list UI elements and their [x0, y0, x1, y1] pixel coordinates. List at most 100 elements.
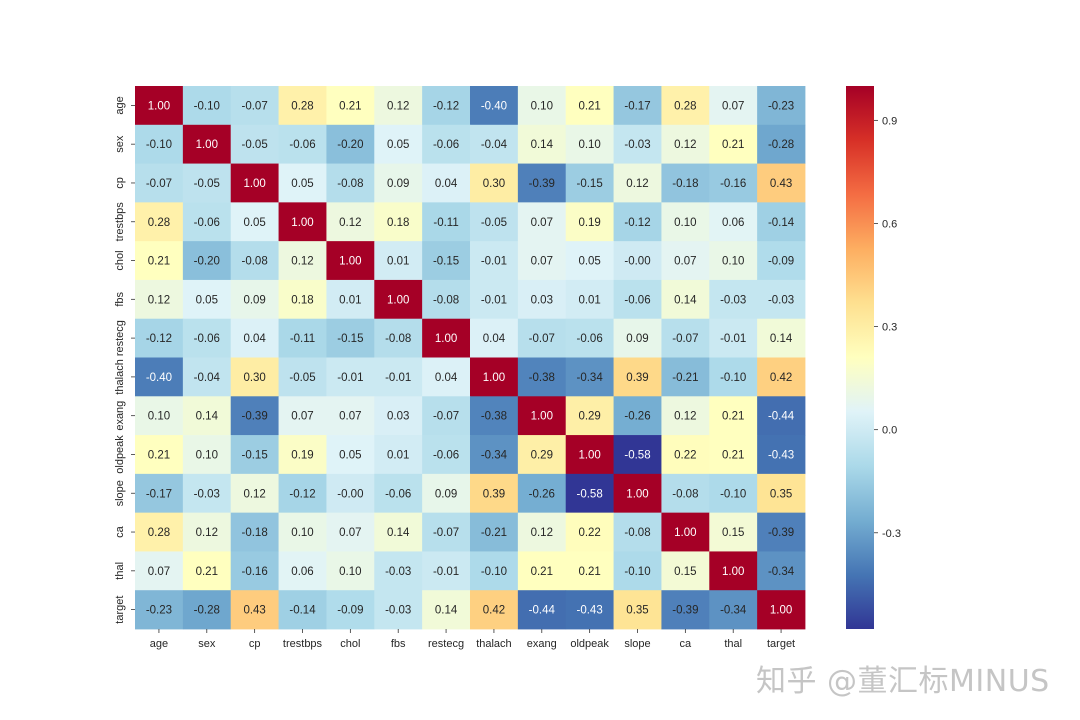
heatmap-cell	[565, 124, 614, 164]
heatmap-cell	[517, 435, 567, 475]
heatmap-cell	[374, 318, 423, 358]
heatmap-cell-label: -0.39	[672, 605, 698, 617]
heatmap-cell-label: 0.04	[483, 333, 506, 345]
heatmap-cell	[470, 512, 519, 552]
heatmap-cell-label: 1.00	[291, 217, 313, 229]
heatmap-cell	[422, 590, 471, 630]
heatmap-cell	[182, 435, 232, 475]
heatmap-cell-label: 1.00	[339, 256, 361, 268]
heatmap-cell	[135, 86, 184, 126]
heatmap-cell	[613, 86, 662, 126]
heatmap-cell-label: 0.05	[196, 294, 218, 306]
heatmap-cell-label: -0.44	[529, 605, 556, 617]
x-tick-label: trestbps	[283, 638, 323, 650]
heatmap-cells	[135, 86, 806, 630]
heatmap-cell-label: 1.00	[770, 605, 792, 617]
heatmap-cell	[182, 86, 232, 126]
heatmap-cell	[661, 202, 710, 242]
heatmap-cell-label: 0.21	[722, 139, 744, 151]
heatmap-cell-label: -0.38	[529, 372, 555, 384]
x-tick-label: thalach	[476, 638, 511, 650]
heatmap-cell-label: 0.39	[626, 372, 648, 384]
heatmap-cell	[517, 163, 567, 203]
heatmap-cell	[326, 241, 375, 281]
heatmap-cell	[470, 163, 519, 203]
heatmap-cell-label: 0.14	[770, 333, 793, 345]
heatmap-cell	[135, 124, 184, 164]
heatmap-cell-label: 0.01	[387, 256, 409, 268]
heatmap-cell-label: -0.16	[720, 178, 746, 190]
heatmap-cell	[565, 473, 614, 514]
heatmap-cell	[709, 551, 758, 591]
x-tick-label: sex	[198, 638, 216, 650]
heatmap-cell-label: 0.12	[674, 411, 696, 423]
heatmap-cell	[278, 473, 327, 514]
heatmap-cell	[757, 396, 806, 436]
heatmap-cell	[565, 357, 614, 397]
heatmap-cell-label: -0.23	[146, 605, 172, 617]
heatmap-cell-label: 0.14	[435, 605, 458, 617]
heatmap-cell	[135, 473, 184, 514]
heatmap-cell	[661, 435, 710, 475]
heatmap-cell	[757, 318, 806, 358]
heatmap-cell	[135, 241, 184, 281]
y-tick-label: chol	[114, 250, 126, 270]
heatmap-cell	[613, 318, 662, 358]
heatmap-cell-label: -0.14	[289, 605, 316, 617]
heatmap-cell-label: -0.20	[194, 256, 220, 268]
heatmap-cell-label: -0.15	[577, 178, 603, 190]
y-tick-label: target	[114, 596, 126, 624]
heatmap-cell-label: -0.05	[194, 178, 220, 190]
heatmap-cell-labels: 1.00 -0.10 -0.07 0.28 0.21 0.12 -0.12 -0.40 0.10…	[146, 100, 795, 616]
heatmap-cell	[422, 512, 471, 552]
heatmap-cell-label: 1.00	[626, 488, 648, 500]
x-tick-label: oldpeak	[570, 638, 609, 650]
heatmap-cell	[565, 241, 614, 281]
heatmap-cell	[230, 435, 279, 475]
heatmap-cell	[422, 357, 471, 397]
heatmap-cell	[230, 551, 279, 591]
heatmap-cell	[278, 86, 327, 126]
x-tick-label: thal	[724, 638, 742, 650]
heatmap-cell	[278, 163, 327, 203]
heatmap-cell-label: -0.06	[194, 333, 220, 345]
heatmap-cell	[230, 318, 279, 358]
heatmap-cell-label: 0.10	[674, 217, 696, 229]
heatmap-cell-label: -0.44	[768, 411, 795, 423]
heatmap-cell-label: 0.21	[578, 100, 600, 112]
heatmap-cell-label: 0.07	[531, 256, 553, 268]
heatmap-cell-label: 0.43	[770, 178, 792, 190]
heatmap-cell-label: -0.10	[481, 566, 507, 578]
heatmap-cell	[326, 202, 375, 242]
heatmap-cell	[613, 590, 662, 630]
heatmap-cell	[326, 512, 375, 552]
heatmap-cell-label: -0.08	[624, 527, 650, 539]
heatmap-cell-label: -0.39	[768, 527, 794, 539]
heatmap-cell	[565, 435, 614, 475]
heatmap-cell-label: -0.34	[577, 372, 604, 384]
heatmap-cell	[278, 124, 327, 164]
heatmap-cell	[757, 279, 806, 320]
heatmap-cell	[135, 202, 184, 242]
heatmap-cell-label: -0.21	[672, 372, 698, 384]
heatmap-cell-label: -0.01	[385, 372, 411, 384]
heatmap-cell	[135, 318, 184, 358]
heatmap-cell-label: -0.26	[529, 488, 555, 500]
heatmap-cell-label: -0.10	[720, 488, 746, 500]
heatmap-cell-label: -0.07	[146, 178, 172, 190]
heatmap-cell-label: 0.42	[770, 372, 792, 384]
y-tick-label: age	[114, 96, 126, 114]
heatmap-cell-label: -0.07	[433, 527, 459, 539]
heatmap-cell	[517, 512, 567, 552]
heatmap-cell-label: -0.20	[337, 139, 363, 151]
heatmap-cell-label: -0.08	[433, 294, 459, 306]
heatmap-cell-label: -0.10	[146, 139, 172, 151]
heatmap-cell	[326, 396, 375, 436]
x-tick-label: age	[150, 638, 168, 650]
heatmap-cell	[470, 202, 519, 242]
heatmap-cell-label: -0.15	[337, 333, 363, 345]
heatmap-cell-label: 0.10	[148, 411, 170, 423]
heatmap-cell-label: -0.34	[720, 605, 747, 617]
heatmap-cell	[757, 163, 806, 203]
heatmap-cell-label: -0.03	[768, 294, 794, 306]
